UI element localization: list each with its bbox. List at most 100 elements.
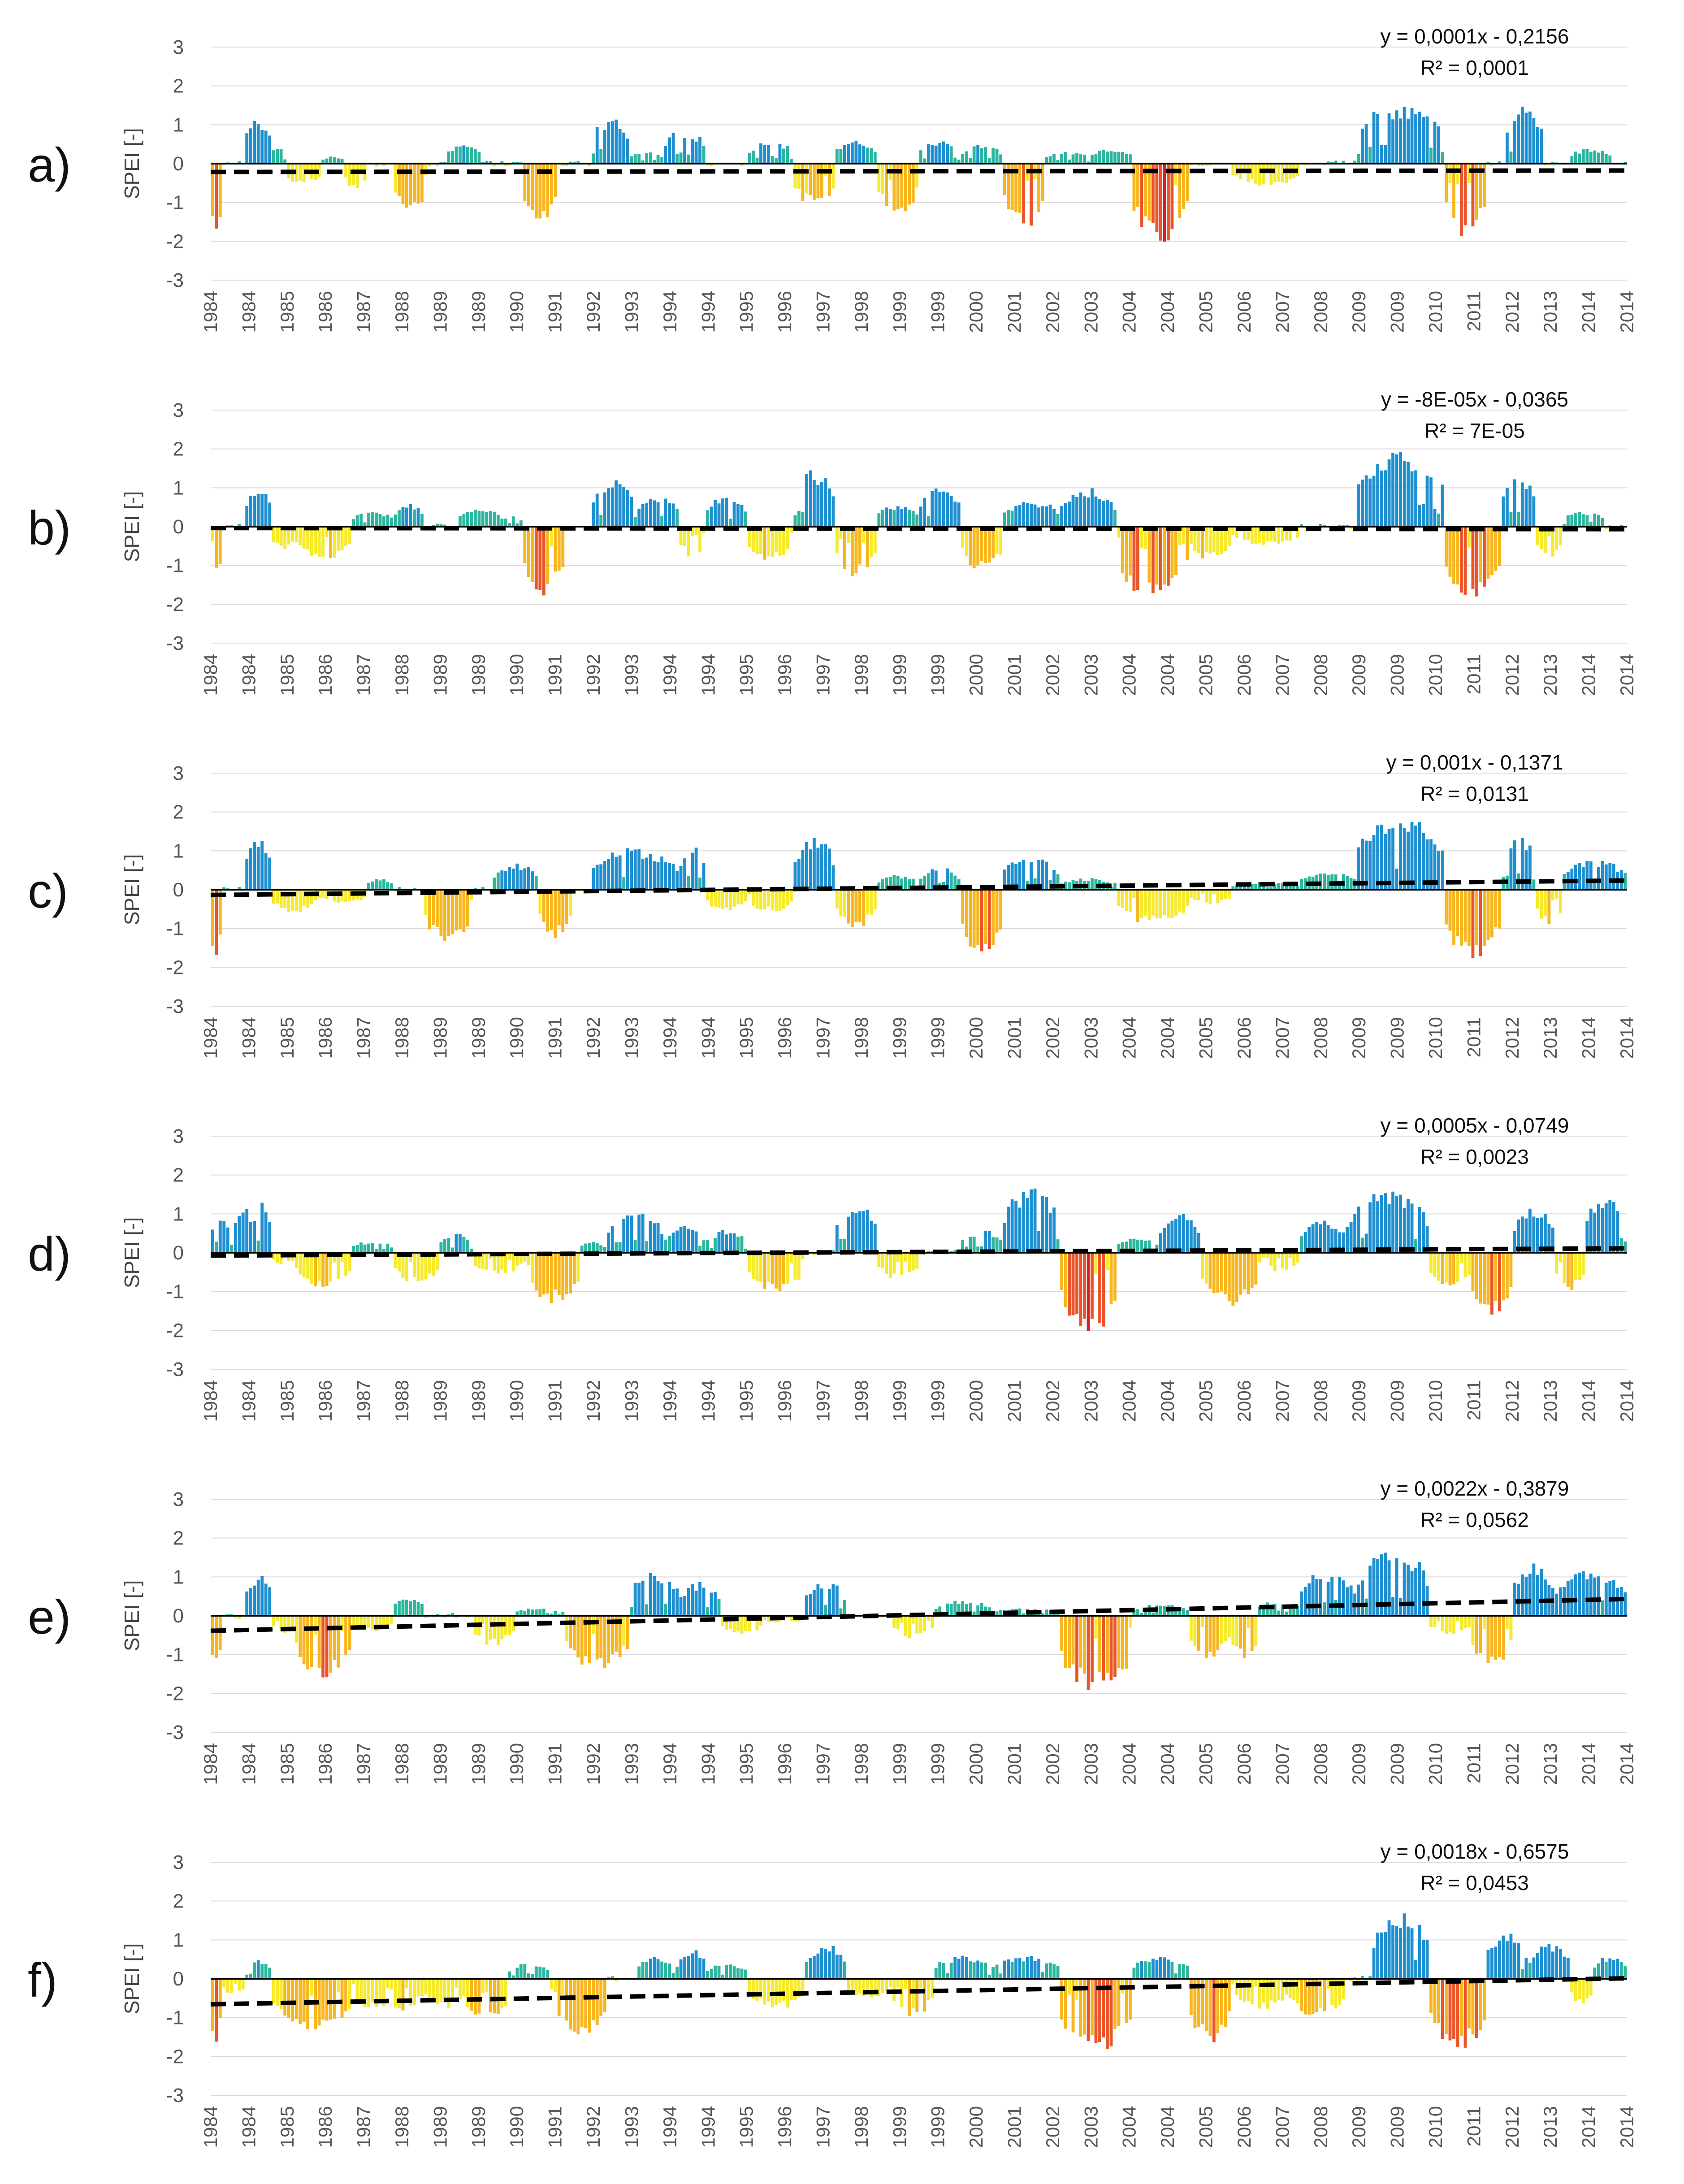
- bar: [820, 1588, 823, 1616]
- bar: [1250, 884, 1254, 890]
- bar: [531, 1253, 534, 1283]
- bar: [767, 1979, 770, 2002]
- bar: [740, 505, 744, 527]
- bar: [839, 890, 843, 917]
- bar: [1109, 887, 1113, 890]
- bar: [664, 1604, 667, 1616]
- bar: [1159, 890, 1162, 918]
- bar: [626, 848, 629, 890]
- bar: [264, 852, 268, 890]
- bar: [481, 887, 485, 890]
- bar: [534, 1609, 538, 1616]
- bar: [1140, 1239, 1143, 1253]
- bar: [1262, 883, 1265, 890]
- bar: [664, 146, 667, 164]
- bar: [1437, 851, 1440, 890]
- bar: [276, 149, 279, 164]
- x-tick-label: 1984: [200, 1017, 221, 1059]
- bar: [439, 890, 443, 936]
- bar: [1536, 890, 1539, 909]
- r-squared: R² = 0,0131: [1420, 782, 1529, 805]
- bar: [1364, 840, 1368, 890]
- bar: [1174, 890, 1178, 916]
- bar: [283, 527, 287, 549]
- bar: [786, 1253, 789, 1284]
- bar: [1471, 1979, 1475, 2035]
- bar: [534, 1966, 538, 1979]
- bar: [931, 1616, 934, 1628]
- bar: [1471, 890, 1475, 958]
- bar: [1087, 497, 1090, 527]
- bar: [1524, 112, 1528, 164]
- x-tick-label: 1999: [889, 1743, 910, 1785]
- bar: [344, 1979, 347, 2011]
- bar: [995, 890, 999, 933]
- bar: [1045, 861, 1048, 890]
- bar: [546, 1970, 550, 1979]
- bar: [972, 146, 976, 164]
- x-tick-label: 1984: [200, 654, 221, 696]
- bar: [572, 1979, 576, 2032]
- bar: [1468, 1616, 1471, 1627]
- bar: [1342, 160, 1345, 164]
- bar: [1361, 839, 1364, 890]
- bar: [245, 1592, 249, 1616]
- bar: [1186, 164, 1189, 202]
- bar: [1490, 1616, 1494, 1657]
- bar: [862, 1211, 866, 1253]
- x-tick-label: 1994: [659, 1380, 680, 1422]
- bar: [1319, 1224, 1322, 1253]
- bar: [675, 1588, 679, 1616]
- bar: [1471, 527, 1475, 589]
- bar: [215, 890, 218, 955]
- bar: [1506, 488, 1509, 527]
- bar: [1349, 1222, 1353, 1253]
- bar: [515, 863, 519, 890]
- bar: [854, 141, 858, 164]
- bar: [1220, 890, 1223, 900]
- bar: [984, 1963, 987, 1979]
- bar: [801, 1979, 805, 1997]
- bar: [1045, 1197, 1048, 1253]
- bar: [1387, 1203, 1391, 1253]
- bar: [1509, 1616, 1513, 1641]
- bar: [1262, 1253, 1265, 1258]
- bar: [1543, 164, 1547, 166]
- x-tick-label: 2003: [1080, 1017, 1101, 1059]
- bar: [1007, 1207, 1010, 1253]
- bar: [279, 149, 283, 164]
- bar: [641, 1580, 645, 1616]
- x-tick-label: 2005: [1195, 1017, 1216, 1059]
- bar: [382, 164, 385, 166]
- bar: [1273, 884, 1277, 890]
- bar: [473, 1253, 477, 1266]
- bar: [599, 864, 603, 890]
- bar: [1170, 890, 1174, 918]
- bar: [1033, 878, 1037, 890]
- bar: [215, 527, 218, 569]
- bar: [778, 890, 782, 911]
- bar: [1543, 1214, 1547, 1253]
- bar: [405, 1979, 408, 1989]
- bar: [1528, 1208, 1532, 1253]
- bar: [1581, 1571, 1585, 1616]
- bar: [1037, 1959, 1040, 1979]
- bar: [1387, 1920, 1391, 1979]
- bar: [1075, 1253, 1078, 1314]
- x-tick-label: 1989: [429, 654, 450, 696]
- trend-line: [210, 1246, 1628, 1258]
- bar: [317, 1253, 321, 1281]
- bar: [1045, 1963, 1048, 1979]
- bar: [1509, 848, 1513, 890]
- bar: [725, 890, 728, 908]
- bar: [949, 1963, 953, 1979]
- bar: [938, 1606, 942, 1616]
- x-tick-label: 2008: [1310, 2106, 1331, 2148]
- bar: [538, 890, 542, 914]
- bar: [1513, 1583, 1516, 1616]
- bar: [470, 512, 473, 527]
- bar: [1064, 503, 1067, 527]
- bar: [1353, 1214, 1357, 1253]
- bar: [1167, 527, 1170, 586]
- bar: [1087, 1616, 1090, 1690]
